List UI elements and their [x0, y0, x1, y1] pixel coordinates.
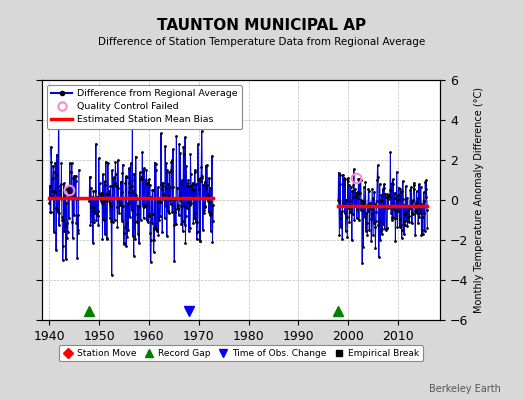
- Text: Berkeley Earth: Berkeley Earth: [429, 384, 500, 394]
- Legend: Difference from Regional Average, Quality Control Failed, Estimated Station Mean: Difference from Regional Average, Qualit…: [47, 85, 242, 129]
- Legend: Station Move, Record Gap, Time of Obs. Change, Empirical Break: Station Move, Record Gap, Time of Obs. C…: [59, 345, 423, 362]
- Text: Difference of Station Temperature Data from Regional Average: Difference of Station Temperature Data f…: [99, 37, 425, 47]
- Text: TAUNTON MUNICIPAL AP: TAUNTON MUNICIPAL AP: [157, 18, 367, 34]
- Y-axis label: Monthly Temperature Anomaly Difference (°C): Monthly Temperature Anomaly Difference (…: [474, 87, 484, 313]
